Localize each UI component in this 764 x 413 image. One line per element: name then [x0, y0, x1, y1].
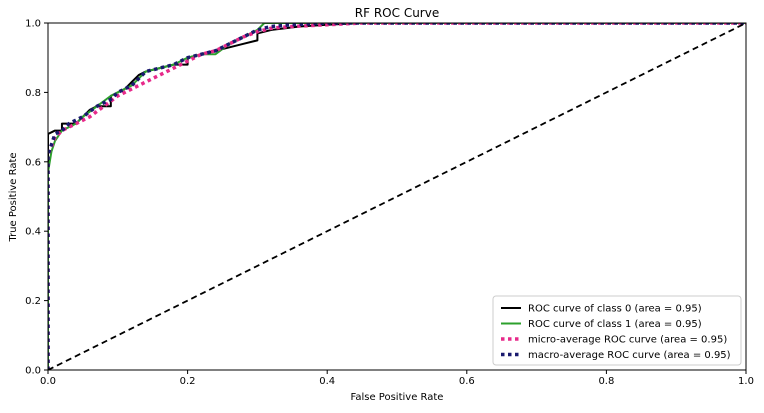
- x-tick-label: 0.4: [319, 376, 335, 387]
- x-tick-label: 0.0: [40, 376, 56, 387]
- y-tick-label: 0.4: [25, 227, 41, 238]
- legend-entry-label: ROC curve of class 1 (area = 0.95): [528, 319, 702, 330]
- plot-frame: [47, 22, 747, 371]
- roc-class-1-line: [48, 23, 746, 370]
- legend-entry-label: macro-average ROC curve (area = 0.95): [528, 350, 731, 361]
- y-tick-label: 0.8: [25, 88, 41, 99]
- y-axis-label: True Positive Rate: [8, 152, 19, 242]
- y-tick-label: 0.2: [25, 296, 41, 307]
- y-axis: 0.0 0.2 0.4 0.6 0.8 1.0: [25, 19, 48, 377]
- chart-title: RF ROC Curve: [355, 6, 439, 20]
- legend-entry-label: micro-average ROC curve (area = 0.95): [528, 335, 727, 346]
- legend: ROC curve of class 0 (area = 0.95) ROC cu…: [492, 295, 742, 366]
- y-tick-label: 0.0: [25, 366, 41, 377]
- x-tick-label: 0.6: [459, 376, 475, 387]
- legend-entry-label: ROC curve of class 0 (area = 0.95): [528, 304, 702, 315]
- x-tick-label: 0.8: [598, 376, 614, 387]
- macro-average-line: [48, 23, 746, 370]
- x-axis: 0.0 0.2 0.4 0.6 0.8 1.0: [40, 370, 754, 387]
- y-tick-label: 1.0: [25, 19, 41, 30]
- x-tick-label: 0.2: [180, 376, 196, 387]
- x-tick-label: 1.0: [738, 376, 754, 387]
- x-axis-label: False Positive Rate: [351, 392, 444, 403]
- legend-box: [492, 295, 742, 366]
- y-tick-label: 0.6: [25, 157, 41, 168]
